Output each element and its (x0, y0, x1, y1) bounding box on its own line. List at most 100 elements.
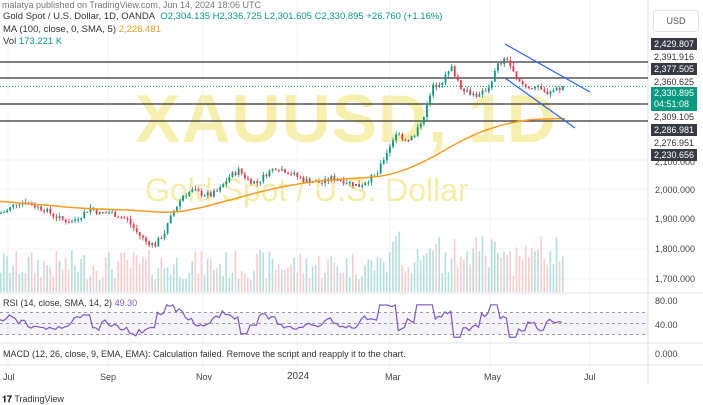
candle-body (33, 205, 36, 208)
currency-button[interactable]: USD (653, 10, 699, 32)
candle-body (438, 85, 441, 87)
volume-bar (497, 253, 499, 292)
volume-bar (348, 277, 351, 292)
candle-body (43, 210, 46, 212)
candle-body (345, 183, 348, 185)
candle-body (160, 238, 163, 240)
volume-bar (231, 272, 234, 292)
candle-body (413, 135, 416, 137)
candle-body (111, 212, 113, 214)
volume-bar (83, 255, 85, 292)
volume-bar (376, 256, 379, 292)
price-tick: 1,700.000 (655, 274, 696, 284)
volume-bar (132, 252, 135, 292)
candle-body (120, 217, 123, 219)
volume-bar (234, 250, 237, 292)
vol-label[interactable]: Vol (3, 36, 17, 47)
candle-body (98, 212, 101, 215)
candle-body (37, 206, 39, 208)
candle-body (117, 216, 120, 218)
candle-body (296, 172, 299, 177)
volume-bar (287, 267, 289, 292)
volume-bar (534, 251, 536, 292)
volume-bar (561, 256, 564, 292)
symbol-title[interactable]: Gold Spot / U.S. Dollar, 1D, OANDA (3, 11, 156, 22)
volume-bar (166, 267, 169, 292)
volume-bar (299, 254, 302, 292)
candle-body (243, 173, 246, 179)
volume-bar (237, 278, 240, 292)
volume-bar (225, 252, 227, 292)
volume-bar (321, 277, 323, 292)
volume-bar (12, 265, 14, 292)
rsi-line (0, 303, 563, 338)
candle-body (46, 208, 49, 212)
volume-bar (456, 268, 459, 292)
volume-bar (86, 279, 89, 292)
volume-bar (441, 272, 444, 292)
candle-body (0, 212, 2, 214)
vol-value: 173.221 K (18, 36, 63, 47)
candle-body (404, 139, 407, 141)
volume-bar (49, 266, 51, 292)
volume-bar (61, 269, 64, 292)
candle-body (348, 182, 351, 184)
volume-bar (253, 270, 255, 292)
candle-body (6, 210, 8, 213)
volume-bar (43, 260, 45, 292)
volume-bar (160, 257, 163, 292)
published-note: malatya published on TradingView.com, Ju… (2, 0, 261, 10)
candle-body (500, 63, 502, 65)
candle-body (441, 82, 444, 86)
candle-body (175, 206, 178, 211)
volume-bar (135, 255, 138, 292)
candle-body (61, 216, 64, 220)
volume-bar (373, 270, 376, 292)
candle-body (506, 58, 509, 61)
volume-bar (531, 247, 533, 292)
candle-body (555, 87, 558, 91)
candle-body (132, 224, 135, 229)
volume-bar (540, 236, 542, 292)
channel-lower (504, 77, 576, 129)
candle-body (89, 207, 92, 213)
volume-bar (521, 259, 524, 292)
candle-body (512, 66, 515, 72)
volume-bar (351, 253, 354, 292)
volume-bar (52, 276, 55, 292)
candle-body (481, 90, 484, 95)
macd-tick: 0.000 (655, 349, 678, 359)
volume-bar (524, 246, 527, 292)
candle-body (49, 208, 52, 214)
volume-bar (250, 279, 252, 292)
volume-bar (71, 250, 73, 292)
candle-body (64, 219, 67, 223)
volume-bar (30, 252, 33, 292)
rsi-label[interactable]: RSI (14, close, SMA, 14, 2) (3, 298, 113, 308)
volume-bar (404, 271, 407, 292)
ma-label[interactable]: MA (100, close, 0, SMA, 5) (3, 23, 116, 35)
candle-body (83, 211, 86, 219)
volume-bar (438, 237, 441, 292)
candle-body (277, 170, 280, 172)
candle-body (524, 84, 527, 87)
candle-body (163, 233, 166, 239)
volume-bar (262, 252, 265, 292)
macd-legend[interactable]: MACD (12, 26, close, 9, EMA, EMA): Calcu… (3, 349, 406, 359)
candle-body (444, 74, 447, 83)
candle-body (77, 219, 79, 221)
volume-bar (280, 269, 283, 292)
price-tick: 2,000.000 (655, 185, 696, 195)
candle-body (453, 66, 456, 77)
ohlc-close: C2,330.895 (314, 11, 364, 22)
candle-body (58, 216, 61, 219)
candle-body (234, 172, 237, 175)
candle-body (299, 176, 302, 178)
candle-body (157, 238, 160, 247)
price-level-tag: 2,276.951 (654, 138, 695, 148)
tradingview-logo[interactable]: 𝟏𝟕 TradingView (2, 394, 64, 404)
candle-body (290, 174, 293, 176)
volume-bar (463, 259, 465, 292)
volume-bar (182, 279, 184, 292)
